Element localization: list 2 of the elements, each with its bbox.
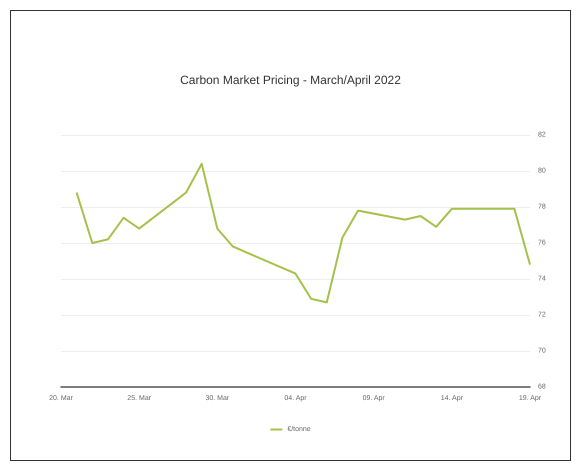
chart-title: Carbon Market Pricing - March/April 2022 <box>180 73 402 87</box>
line-series <box>76 162 531 304</box>
